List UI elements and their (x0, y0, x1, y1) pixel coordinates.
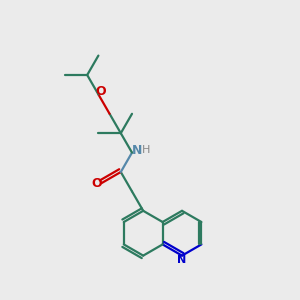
Text: O: O (92, 177, 102, 190)
Text: N: N (132, 143, 142, 157)
Text: O: O (96, 85, 106, 98)
Text: N: N (177, 255, 187, 265)
Text: H: H (142, 145, 150, 155)
